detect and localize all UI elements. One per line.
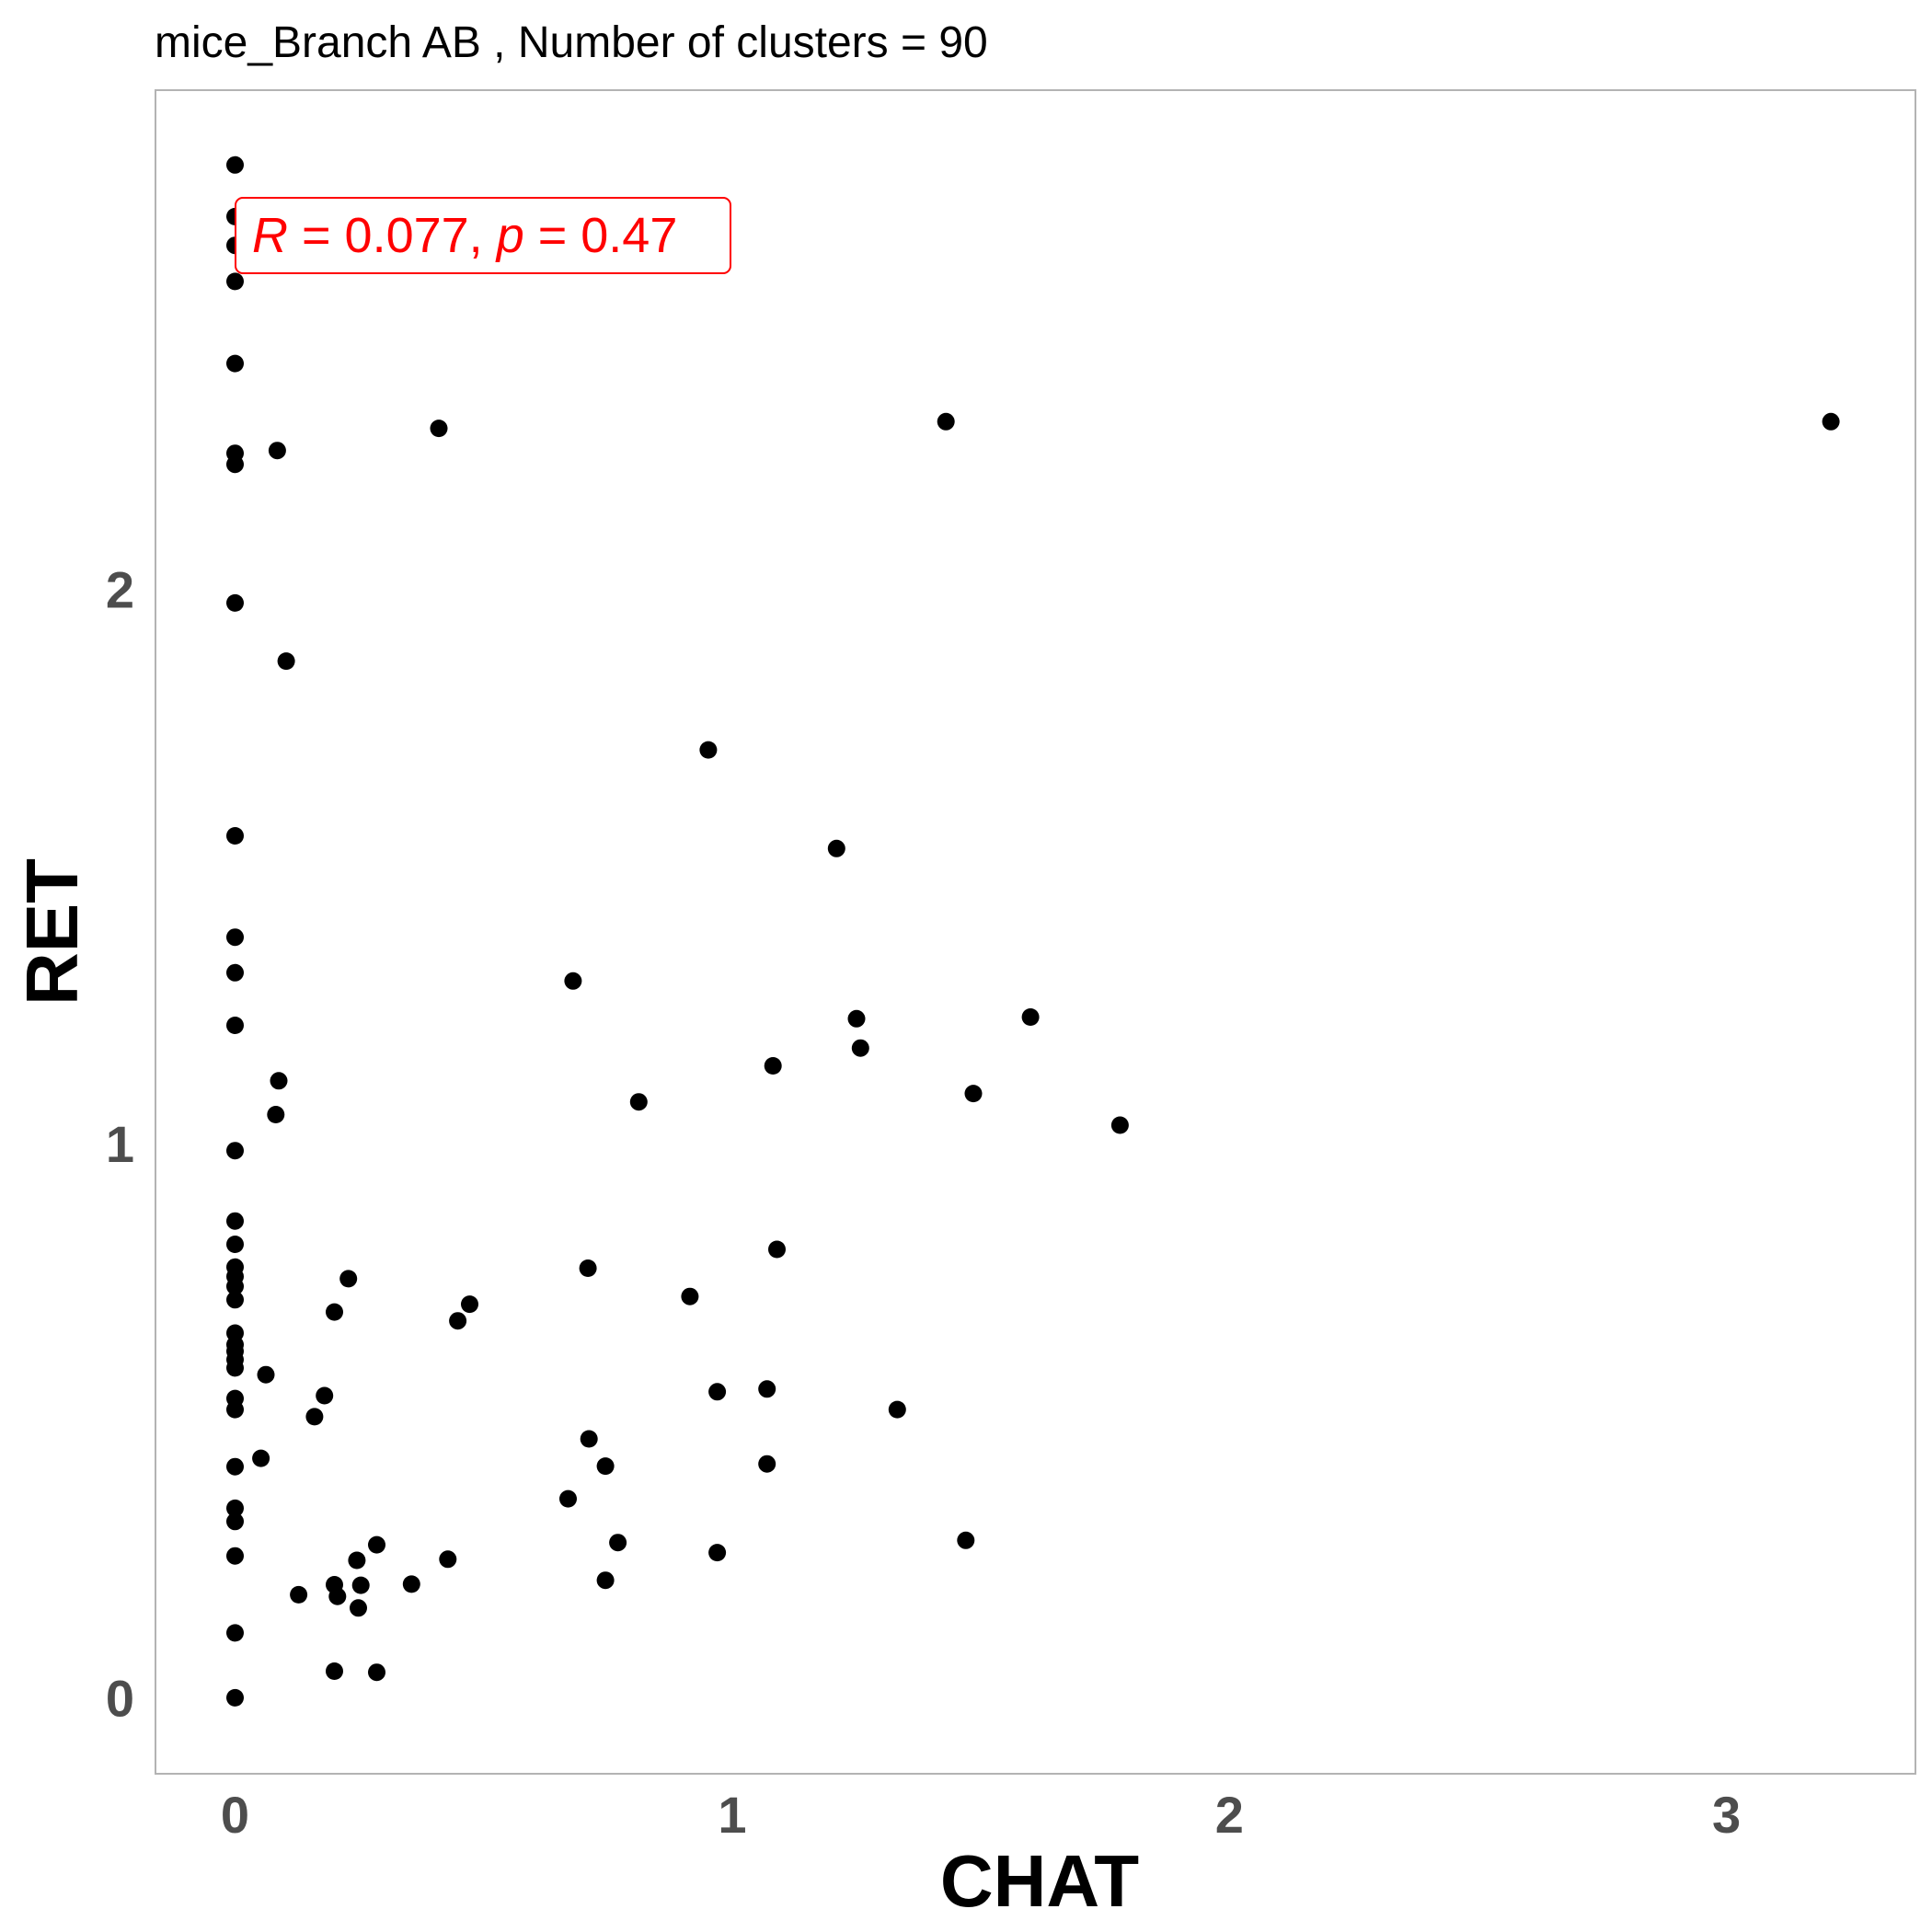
data-point-39 (305, 1408, 324, 1426)
data-point-48 (351, 1576, 370, 1594)
y-tick-label-0: 0 (106, 1669, 134, 1727)
data-point-27 (226, 1499, 244, 1517)
data-point-79 (1021, 1008, 1040, 1026)
data-point-33 (277, 652, 295, 671)
data-point-32 (268, 442, 286, 460)
data-point-26 (226, 1457, 244, 1476)
data-point-25 (226, 1400, 244, 1419)
data-point-4 (226, 354, 244, 373)
data-point-6 (226, 455, 244, 474)
points-layer (226, 155, 1840, 1707)
data-point-81 (1822, 412, 1840, 431)
data-point-14 (226, 1236, 244, 1253)
annotation-p-value: = 0.47 (524, 208, 678, 263)
chart-title: mice_Branch AB , Number of clusters = 90 (155, 18, 988, 67)
data-point-35 (267, 1106, 285, 1123)
data-point-69 (758, 1455, 776, 1473)
data-point-78 (964, 1085, 983, 1103)
data-point-72 (827, 839, 845, 857)
data-point-66 (708, 1383, 727, 1401)
data-point-67 (708, 1544, 727, 1562)
data-point-46 (348, 1551, 366, 1570)
data-point-17 (226, 1277, 244, 1295)
data-point-55 (461, 1295, 478, 1314)
data-point-37 (252, 1449, 270, 1467)
data-point-9 (226, 928, 244, 947)
data-point-54 (449, 1312, 467, 1330)
data-point-36 (257, 1365, 275, 1384)
data-point-29 (226, 1547, 244, 1565)
x-axis-ticks: 0 1 2 3 (221, 1786, 1741, 1844)
x-tick-label-1: 1 (718, 1786, 746, 1844)
data-point-62 (609, 1534, 627, 1552)
data-point-50 (368, 1663, 385, 1682)
annotation-text: R = 0.077, p = 0.47 (252, 208, 677, 263)
y-tick-label-1: 1 (106, 1115, 134, 1173)
y-axis-title: RET (11, 858, 93, 1006)
correlation-annotation: R = 0.077, p = 0.47 (235, 197, 731, 274)
x-axis-title: CHAT (940, 1840, 1139, 1922)
data-point-47 (350, 1599, 367, 1617)
data-point-77 (957, 1531, 975, 1549)
data-point-56 (559, 1489, 577, 1508)
data-point-40 (316, 1386, 334, 1405)
data-point-10 (226, 963, 244, 982)
data-point-63 (629, 1093, 648, 1111)
annotation-box (235, 197, 731, 274)
y-axis-ticks: 0 1 2 (106, 560, 134, 1727)
data-point-44 (326, 1662, 343, 1680)
data-point-30 (226, 1624, 244, 1642)
data-point-8 (226, 827, 244, 845)
data-point-68 (758, 1380, 776, 1398)
data-point-57 (564, 972, 582, 990)
data-point-61 (596, 1571, 615, 1590)
y-tick-label-2: 2 (106, 560, 134, 618)
plot-panel (155, 89, 1916, 1775)
data-point-7 (226, 593, 244, 612)
data-point-74 (851, 1039, 869, 1057)
x-tick-label-2: 2 (1215, 1786, 1244, 1844)
data-point-70 (764, 1057, 782, 1075)
data-point-43 (328, 1587, 347, 1605)
data-point-73 (847, 1009, 866, 1028)
data-point-12 (226, 1142, 244, 1160)
annotation-p-symbol: p (495, 208, 524, 263)
data-point-11 (226, 1017, 244, 1034)
data-point-64 (681, 1287, 699, 1305)
x-tick-label-0: 0 (221, 1786, 249, 1844)
data-point-13 (226, 1212, 244, 1230)
annotation-r-value: = 0.077, (288, 208, 497, 263)
x-tick-label-3: 3 (1712, 1786, 1741, 1844)
data-point-59 (580, 1430, 598, 1448)
data-point-41 (326, 1303, 343, 1321)
data-point-52 (430, 420, 448, 438)
annotation-r-symbol: R (252, 208, 288, 263)
data-point-34 (270, 1072, 288, 1090)
data-point-49 (368, 1535, 385, 1554)
data-point-0 (226, 155, 244, 174)
data-point-58 (579, 1259, 597, 1277)
data-point-60 (596, 1457, 615, 1476)
data-point-31 (226, 1688, 244, 1707)
data-point-75 (888, 1400, 906, 1419)
data-point-80 (1110, 1116, 1129, 1134)
data-point-65 (699, 741, 718, 759)
data-point-18 (226, 1291, 244, 1309)
data-point-23 (226, 1359, 244, 1377)
data-point-53 (439, 1550, 457, 1569)
data-point-3 (226, 272, 244, 291)
data-point-71 (768, 1240, 786, 1259)
data-point-38 (290, 1585, 308, 1604)
data-point-28 (226, 1512, 244, 1531)
data-point-45 (339, 1270, 358, 1288)
data-point-51 (402, 1575, 420, 1593)
data-point-76 (937, 412, 955, 431)
